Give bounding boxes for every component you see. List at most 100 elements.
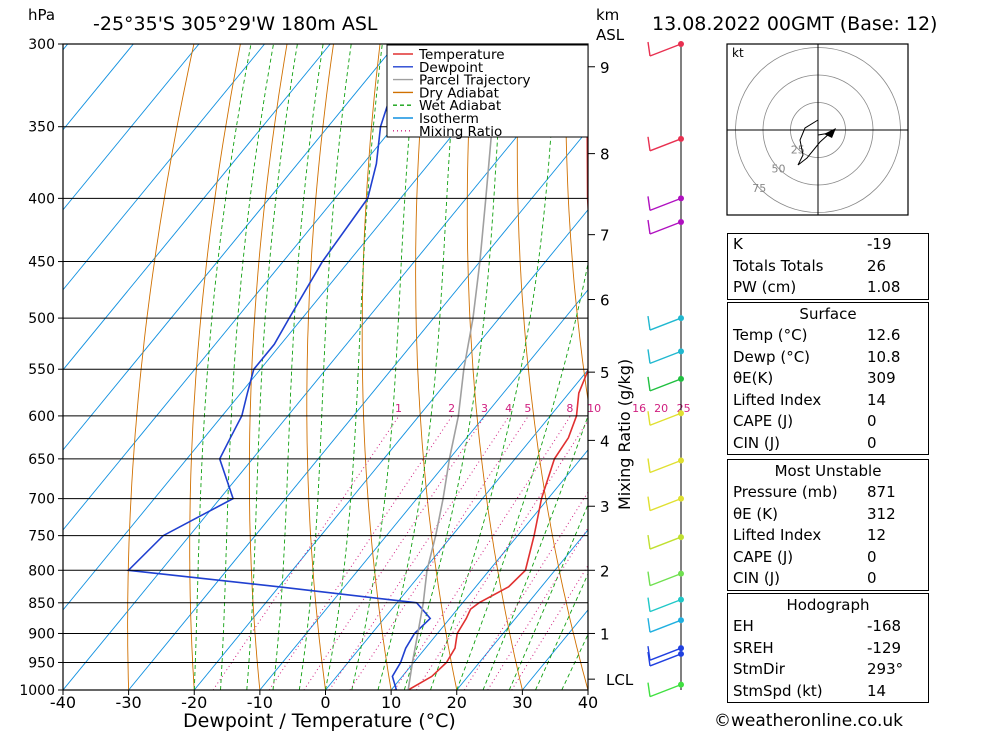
row-value: 12.6	[867, 326, 901, 344]
row-label: θE(K)	[733, 369, 774, 387]
pressure-tick-label: 650	[28, 452, 55, 468]
hodograph-table: Hodograph EH -168 SREH -129 StmDir 293° StmSpd …	[727, 593, 929, 703]
dry-adiabat-line	[189, 44, 241, 690]
km-tick-label: 4	[600, 432, 610, 450]
x-tick-label: -40	[50, 693, 76, 712]
x-tick-label: -30	[116, 693, 142, 712]
km-tick-label: 5	[600, 364, 610, 382]
km-unit-label: km	[596, 6, 619, 24]
row-value: 26	[867, 256, 887, 275]
mixing-ratio-line	[394, 415, 571, 690]
row-value: 0	[867, 412, 877, 430]
mixing-ratio-line	[303, 415, 486, 690]
dry-adiabat-line	[985, 44, 1000, 690]
legend-label: Isotherm	[419, 111, 479, 127]
isotherm-line	[63, 44, 200, 211]
table-row: SREH -129	[728, 638, 928, 660]
x-tick-label: 10	[381, 693, 401, 712]
table-title: Most Unstable	[774, 462, 882, 480]
wind-barb-flag	[647, 571, 651, 586]
legend-label: Wet Adiabat	[419, 98, 501, 114]
wind-barb-flag	[647, 315, 651, 331]
table-title: Hodograph	[786, 596, 870, 614]
table-row: Lifted Index 12	[728, 525, 928, 547]
table-row: CAPE (J) 0	[728, 411, 928, 433]
wet-adiabat-line	[535, 572, 588, 690]
table-row: PW (cm) 1.08	[728, 277, 928, 299]
hodograph-unit-label: kt	[732, 46, 744, 60]
wet-adiabat-line	[430, 44, 558, 690]
pressure-tick-label: 600	[28, 409, 55, 425]
isotherm-line	[63, 44, 397, 451]
mixing-ratio-line	[268, 415, 453, 690]
lcl-label: LCL	[606, 671, 634, 689]
mixing-ratio-label: 2	[448, 402, 455, 415]
row-label: Lifted Index	[733, 390, 822, 409]
row-label: K	[733, 235, 743, 253]
legend-label: Dewpoint	[419, 60, 483, 76]
pressure-tick-label: 450	[28, 255, 55, 271]
row-label: Temp (°C)	[733, 326, 808, 344]
row-value: 0	[867, 433, 877, 452]
table-row: EH -168	[728, 616, 928, 638]
location-title: -25°35'S 305°29'W 180m ASL	[93, 13, 378, 35]
km-tick-label: 9	[600, 59, 610, 77]
km-tick-label: 8	[600, 146, 610, 164]
row-label: Totals Totals	[733, 256, 824, 275]
wind-barb-staff	[649, 43, 682, 57]
mixing-ratio-label: 4	[505, 402, 512, 415]
table-row: Lifted Index 14	[728, 390, 928, 412]
table-row: StmDir 293°	[728, 659, 928, 681]
km-tick-label: 3	[600, 498, 610, 516]
isotherm-line	[259, 289, 588, 690]
table-title: Surface	[799, 305, 857, 323]
table-row: θE (K) 312	[728, 504, 928, 526]
wind-barb-staff	[649, 598, 682, 613]
x-tick-label: 40	[578, 693, 598, 712]
row-label: θE (K)	[733, 504, 778, 523]
wind-barb-staff	[649, 221, 682, 235]
most-unstable-table: Most Unstable Pressure (mb) 871 θE (K) 312 Li…	[727, 459, 929, 591]
row-label: CAPE (J)	[733, 412, 794, 430]
wet-adiabat-line	[193, 44, 252, 690]
table-row: Dewp (°C) 10.8	[728, 347, 928, 369]
row-label: StmDir	[733, 660, 785, 678]
isotherm-line	[63, 44, 528, 611]
row-value: 293°	[867, 660, 904, 678]
row-value: -168	[867, 617, 902, 635]
wet-adiabat-line	[508, 503, 588, 690]
wind-barb-flag	[647, 597, 651, 612]
wind-barb-flag	[647, 646, 651, 661]
row-value: -129	[867, 638, 902, 657]
row-label: CIN (J)	[733, 433, 781, 452]
wind-barb-staff	[649, 683, 682, 698]
row-value: 312	[867, 504, 896, 523]
wind-barb-flag	[647, 618, 651, 633]
dry-adiabat-line	[127, 44, 195, 690]
row-value: 14	[867, 390, 887, 409]
pressure-tick-label: 900	[28, 626, 55, 642]
row-value: 10.8	[867, 347, 901, 366]
mixing-ratio-label: 8	[566, 402, 573, 415]
dry-adiabat-line	[466, 44, 523, 690]
dry-adiabat-line	[516, 44, 588, 690]
hodograph-ring-label: 50	[772, 163, 786, 176]
wind-barb-flag	[647, 41, 651, 57]
wet-adiabat-line	[220, 44, 274, 690]
mixing-ratio-label: 10	[587, 402, 601, 415]
km-tick-label: 1	[600, 625, 610, 643]
row-value: 309	[867, 369, 896, 387]
table-row: CIN (J) 0	[728, 568, 928, 590]
table-row: CAPE (J) 0	[728, 547, 928, 569]
row-value: 12	[867, 526, 887, 544]
pressure-tick-label: 950	[28, 655, 55, 671]
row-value: 0	[867, 547, 877, 566]
isotherm-line	[456, 529, 588, 690]
wet-adiabat-line	[351, 44, 418, 690]
wind-barb-staff	[649, 647, 682, 661]
row-label: PW (cm)	[733, 278, 797, 296]
hodograph-ring-label: 75	[752, 182, 766, 195]
mixing-ratio-label: 5	[524, 402, 531, 415]
wind-barb-staff	[649, 536, 682, 550]
